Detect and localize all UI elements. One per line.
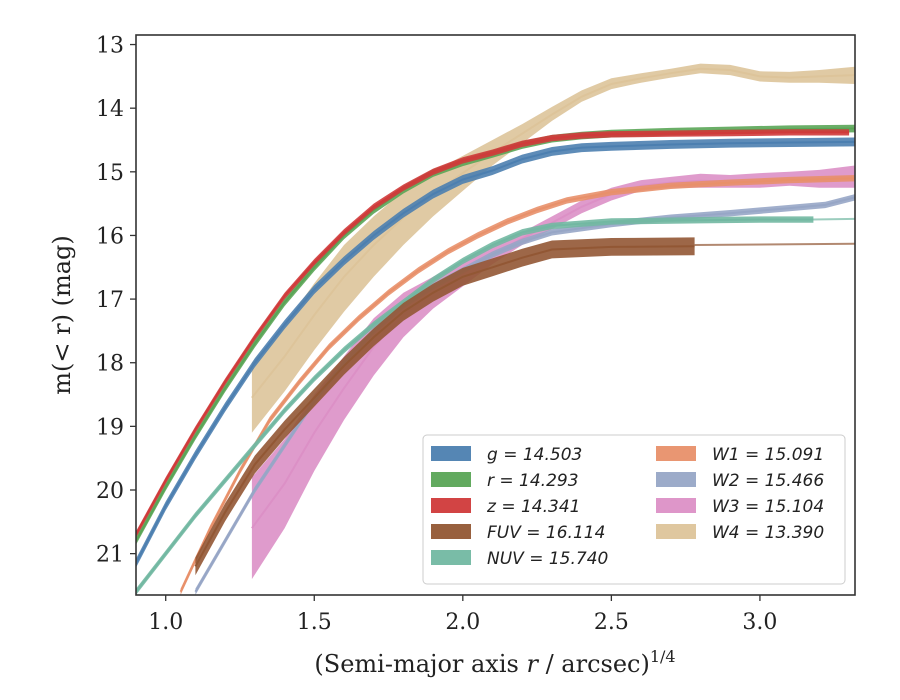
legend-swatch bbox=[431, 498, 471, 513]
legend-item-w4: W4 = 13.390 bbox=[656, 523, 824, 543]
series-g bbox=[136, 137, 855, 568]
legend-label: NUV = 15.740 bbox=[487, 549, 608, 569]
y-tick-label: 13 bbox=[96, 34, 124, 59]
series-fuv bbox=[194, 237, 855, 576]
y-tick-label: 18 bbox=[96, 352, 124, 377]
x-tick-label: 3.0 bbox=[742, 610, 777, 635]
legend-swatch bbox=[656, 524, 696, 539]
legend-swatch bbox=[431, 472, 471, 487]
legend-item-nuv: NUV = 15.740 bbox=[431, 549, 608, 569]
legend-label: W3 = 15.104 bbox=[712, 497, 824, 517]
line-g bbox=[136, 140, 855, 564]
x-axis: 1.0 1.5 2.0 2.5 3.0 bbox=[148, 595, 777, 635]
legend-box bbox=[422, 434, 846, 585]
legend-swatch bbox=[656, 472, 696, 487]
y-axis-label: m(< r) (mag) bbox=[48, 235, 76, 394]
plot-frame bbox=[135, 34, 856, 596]
line-z bbox=[136, 131, 850, 535]
legend-swatch bbox=[656, 446, 696, 461]
legend: g = 14.503 r = 14.293 z = 14.341 FUV = 16.1… bbox=[422, 434, 846, 585]
series-nuv bbox=[136, 216, 855, 595]
band-w4 bbox=[251, 63, 855, 433]
legend-item-w1: W1 = 15.091 bbox=[656, 445, 824, 465]
tail-fuv bbox=[694, 242, 855, 246]
legend-label: g = 14.503 bbox=[487, 445, 582, 465]
legend-swatch bbox=[431, 550, 471, 565]
x-tick-label: 2.0 bbox=[445, 610, 480, 635]
line-w4 bbox=[251, 67, 855, 399]
line-fuv bbox=[194, 245, 695, 567]
series-layer bbox=[136, 63, 855, 595]
legend-swatch bbox=[431, 524, 471, 539]
y-axis: 13 14 15 16 17 18 19 20 21 bbox=[96, 34, 136, 568]
legend-label: FUV = 16.114 bbox=[487, 523, 605, 543]
band-w3 bbox=[251, 165, 855, 580]
x-tick-label: 1.5 bbox=[297, 610, 332, 635]
x-tick-label: 1.0 bbox=[148, 610, 183, 635]
legend-label: W2 = 15.466 bbox=[712, 471, 824, 491]
legend-label: z = 14.341 bbox=[486, 497, 580, 517]
legend-label: W1 = 15.091 bbox=[712, 445, 824, 465]
y-tick-label: 16 bbox=[96, 224, 124, 249]
tail-nuv bbox=[813, 217, 855, 221]
x-tick-label: 2.5 bbox=[594, 610, 629, 635]
legend-swatch bbox=[431, 446, 471, 461]
line-nuv bbox=[136, 218, 814, 593]
legend-item-z: z = 14.341 bbox=[431, 497, 580, 517]
y-tick-label: 21 bbox=[96, 543, 124, 568]
legend-item-w2: W2 = 15.466 bbox=[656, 471, 824, 491]
series-z bbox=[136, 129, 850, 538]
series-w4 bbox=[251, 63, 855, 433]
legend-item-fuv: FUV = 16.114 bbox=[431, 523, 605, 543]
legend-item-w3: W3 = 15.104 bbox=[656, 497, 824, 517]
series-w1 bbox=[179, 175, 855, 595]
legend-label: r = 14.293 bbox=[487, 471, 579, 491]
line-w1 bbox=[179, 177, 855, 593]
x-axis-label: (Semi-major axis r / arcsec)1/4 bbox=[314, 647, 675, 678]
legend-item-g: g = 14.503 bbox=[431, 445, 582, 465]
y-tick-label: 14 bbox=[96, 97, 124, 122]
legend-swatch bbox=[656, 498, 696, 513]
legend-label: W4 = 13.390 bbox=[712, 523, 824, 543]
y-tick-label: 15 bbox=[96, 161, 124, 186]
legend-item-r: r = 14.293 bbox=[431, 471, 579, 491]
y-tick-label: 20 bbox=[96, 479, 124, 504]
y-tick-label: 17 bbox=[96, 288, 124, 313]
y-tick-label: 19 bbox=[96, 415, 124, 440]
